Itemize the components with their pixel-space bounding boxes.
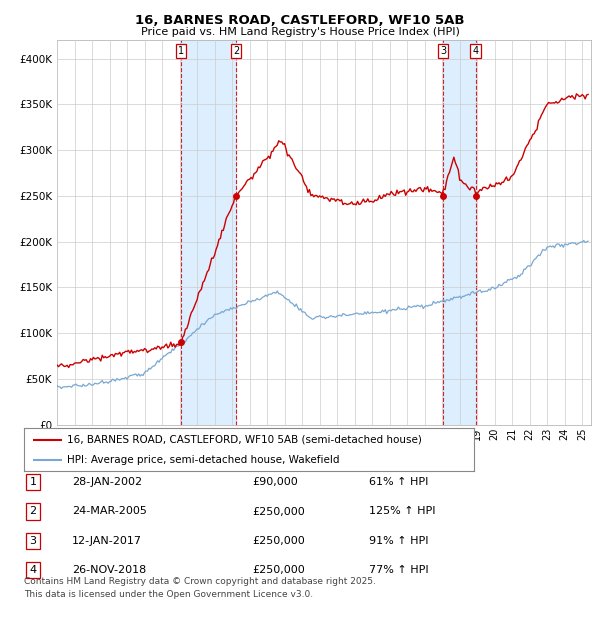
- Text: 61% ↑ HPI: 61% ↑ HPI: [369, 477, 428, 487]
- Text: £90,000: £90,000: [252, 477, 298, 487]
- Text: 2: 2: [29, 507, 37, 516]
- Text: 4: 4: [29, 565, 37, 575]
- Text: 3: 3: [29, 536, 37, 546]
- Text: 16, BARNES ROAD, CASTLEFORD, WF10 5AB: 16, BARNES ROAD, CASTLEFORD, WF10 5AB: [135, 14, 465, 27]
- Text: 2: 2: [233, 46, 239, 56]
- Text: Contains HM Land Registry data © Crown copyright and database right 2025.
This d: Contains HM Land Registry data © Crown c…: [24, 577, 376, 599]
- Text: 26-NOV-2018: 26-NOV-2018: [72, 565, 146, 575]
- Text: Price paid vs. HM Land Registry's House Price Index (HPI): Price paid vs. HM Land Registry's House …: [140, 27, 460, 37]
- Text: 4: 4: [473, 46, 479, 56]
- Text: 125% ↑ HPI: 125% ↑ HPI: [369, 507, 436, 516]
- Text: 77% ↑ HPI: 77% ↑ HPI: [369, 565, 428, 575]
- Text: 1: 1: [29, 477, 37, 487]
- Bar: [181, 40, 236, 425]
- Text: 3: 3: [440, 46, 446, 56]
- Text: 91% ↑ HPI: 91% ↑ HPI: [369, 536, 428, 546]
- Text: 16, BARNES ROAD, CASTLEFORD, WF10 5AB (semi-detached house): 16, BARNES ROAD, CASTLEFORD, WF10 5AB (s…: [67, 435, 422, 445]
- Text: 12-JAN-2017: 12-JAN-2017: [72, 536, 142, 546]
- Text: 1: 1: [178, 46, 184, 56]
- Text: £250,000: £250,000: [252, 536, 305, 546]
- Text: 28-JAN-2002: 28-JAN-2002: [72, 477, 142, 487]
- Text: HPI: Average price, semi-detached house, Wakefield: HPI: Average price, semi-detached house,…: [67, 455, 339, 466]
- Text: £250,000: £250,000: [252, 565, 305, 575]
- Text: £250,000: £250,000: [252, 507, 305, 516]
- Bar: [443, 40, 476, 425]
- Text: 24-MAR-2005: 24-MAR-2005: [72, 507, 147, 516]
